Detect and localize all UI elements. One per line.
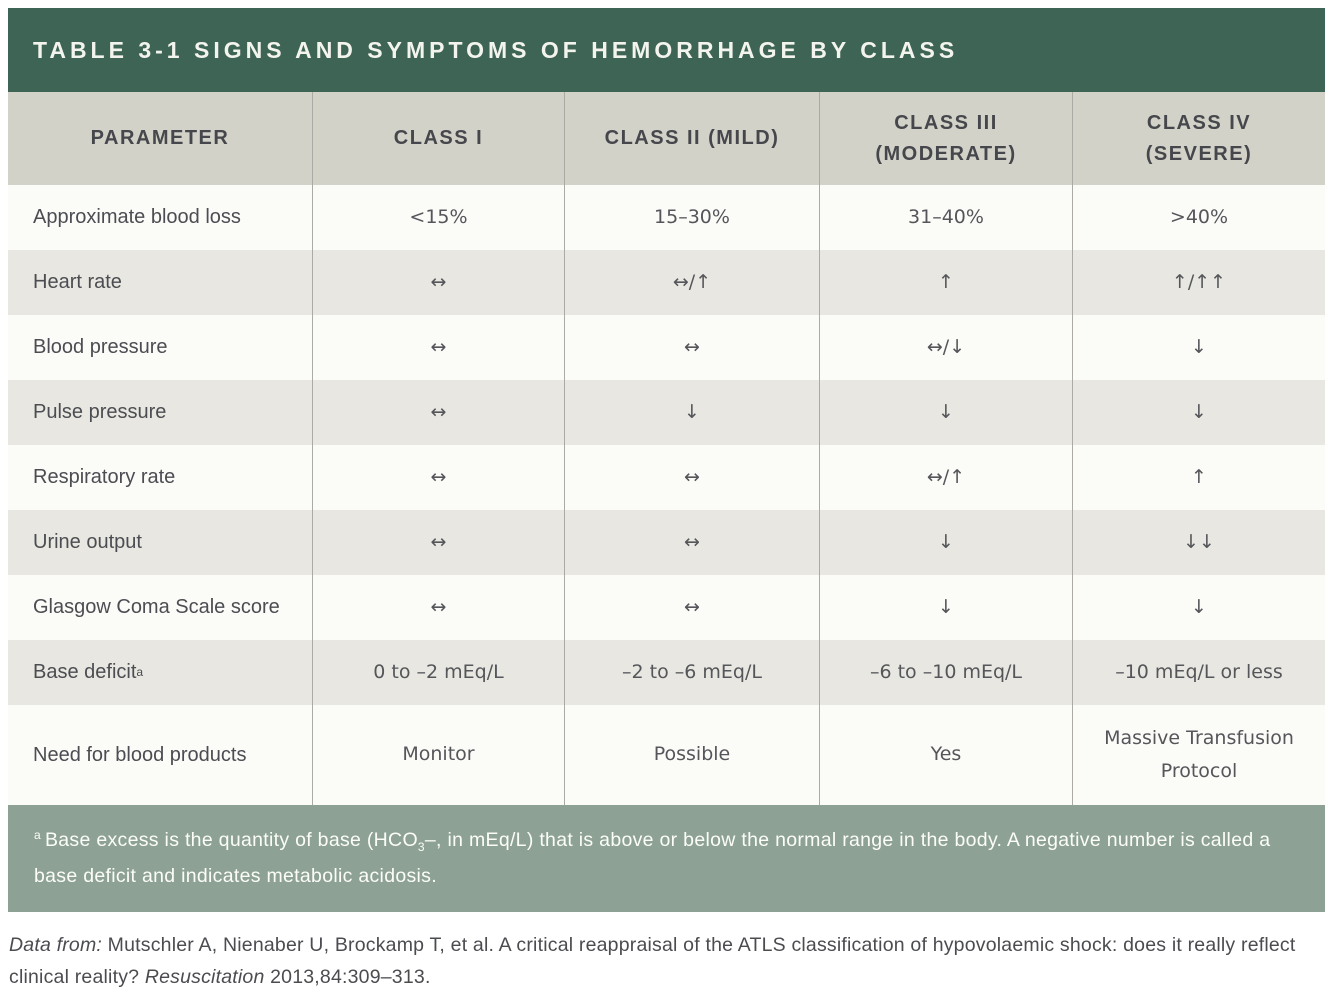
cell-value: <15% [313, 185, 565, 250]
footnote-subscript: 3 [417, 839, 425, 854]
row-label: Approximate blood loss [8, 185, 313, 250]
table-row-pulse-pressure: Pulse pressure ↔ ↓ ↓ ↓ [8, 380, 1325, 445]
cell-value: ↔ [313, 380, 565, 445]
footnote-text-1: Base excess is the quantity of base (HCO [44, 829, 418, 851]
citation-journal: Resuscitation [144, 966, 265, 989]
table-row-blood-pressure: Blood pressure ↔ ↔ ↔/↓ ↓ [8, 315, 1325, 380]
cell-value: –10 mEq/L or less [1115, 660, 1283, 683]
cell-value: ↔ [313, 250, 565, 315]
row-label: Blood pressure [8, 315, 313, 380]
table-row-blood-products: Need for blood products Monitor Possible… [8, 705, 1325, 805]
row-label: Need for blood products [8, 705, 313, 805]
cell-value: –6 to –10 mEq/L [820, 640, 1073, 705]
cell-value: ↔ [313, 315, 565, 380]
cell-value: >40% [1169, 205, 1229, 228]
table-row-blood-loss: Approximate blood loss <15% 15–30% 31–40… [8, 185, 1325, 250]
cell-value: ↔ [313, 445, 565, 510]
table-title: TABLE 3-1 SIGNS AND SYMPTOMS OF HEMORRHA… [33, 36, 959, 63]
cell-value: ↓ [820, 510, 1073, 575]
footnote-marker: a [34, 827, 41, 842]
citation-tail: 2013,84:309–313. [264, 966, 431, 989]
cell-value: Yes [820, 705, 1073, 805]
table-row-base-deficit: Base deficit a 0 to –2 mEq/L –2 to –6 mEq… [8, 640, 1325, 705]
row-label-text: Base deficit [33, 661, 137, 683]
cell-value: ↔ [313, 575, 565, 640]
citation-lead: Data from: [9, 934, 103, 957]
cell-value: ↓ [565, 380, 820, 445]
column-header-class-4: CLASS IV (SEVERE) [1145, 111, 1253, 165]
column-header-class-2: CLASS II (MILD) [565, 92, 820, 185]
cell-value: ↑ [1191, 465, 1207, 488]
cell-value: ↔ [565, 510, 820, 575]
cell-value: ↔/↑ [565, 250, 820, 315]
cell-value: 0 to –2 mEq/L [313, 640, 565, 705]
row-label: Heart rate [8, 250, 313, 315]
cell-value: ↑ [820, 250, 1073, 315]
cell-value: ↓ [1191, 595, 1207, 618]
cell-value: ↔/↑ [820, 445, 1073, 510]
cell-value: ↓ [820, 380, 1073, 445]
footnote-marker-superscript: a [136, 665, 144, 679]
column-header-parameter: PARAMETER [8, 92, 313, 185]
cell-value: ↔ [565, 575, 820, 640]
row-label: Glasgow Coma Scale score [8, 575, 313, 640]
cell-value: ↓ [1191, 335, 1207, 358]
hemorrhage-class-table: PARAMETER CLASS I CLASS II (MILD) CLASS … [8, 92, 1325, 805]
table-row-heart-rate: Heart rate ↔ ↔/↑ ↑ ↑/↑↑ [8, 250, 1325, 315]
cell-value: 31–40% [820, 185, 1073, 250]
cell-value: Monitor [313, 705, 565, 805]
cell-value: 15–30% [565, 185, 820, 250]
cell-value: ↔/↓ [820, 315, 1073, 380]
cell-value: ↔ [313, 510, 565, 575]
row-label: Respiratory rate [8, 445, 313, 510]
table-footnote: a Base excess is the quantity of base (HC… [8, 805, 1325, 913]
table-row-respiratory-rate: Respiratory rate ↔ ↔ ↔/↑ ↑ [8, 445, 1325, 510]
cell-value: ↑/↑↑ [1171, 270, 1227, 293]
cell-value: ↔ [565, 445, 820, 510]
footnote-text-2: –, in mEq/L) that is above or below the … [34, 829, 1271, 888]
row-label: Urine output [8, 510, 313, 575]
table-title-bar: TABLE 3-1 SIGNS AND SYMPTOMS OF HEMORRHA… [8, 8, 1325, 92]
table-row-urine-output: Urine output ↔ ↔ ↓ ↓↓ [8, 510, 1325, 575]
table-header-row: PARAMETER CLASS I CLASS II (MILD) CLASS … [8, 92, 1325, 185]
source-citation: Data from: Mutschler A, Nienaber U, Broc… [8, 912, 1325, 993]
cell-value: ↔ [565, 315, 820, 380]
table-row-glasgow-coma-scale: Glasgow Coma Scale score ↔ ↔ ↓ ↓ [8, 575, 1325, 640]
cell-value: ↓ [1191, 400, 1207, 423]
cell-value: –2 to –6 mEq/L [565, 640, 820, 705]
row-label: Base deficit a [8, 640, 313, 705]
cell-value: ↓↓ [1183, 530, 1215, 553]
cell-value: Massive Transfusion Protocol [1104, 726, 1294, 782]
cell-value: Possible [565, 705, 820, 805]
row-label: Pulse pressure [8, 380, 313, 445]
column-header-class-3: CLASS III (MODERATE) [820, 92, 1073, 185]
column-header-class-1: CLASS I [313, 92, 565, 185]
cell-value: ↓ [820, 575, 1073, 640]
